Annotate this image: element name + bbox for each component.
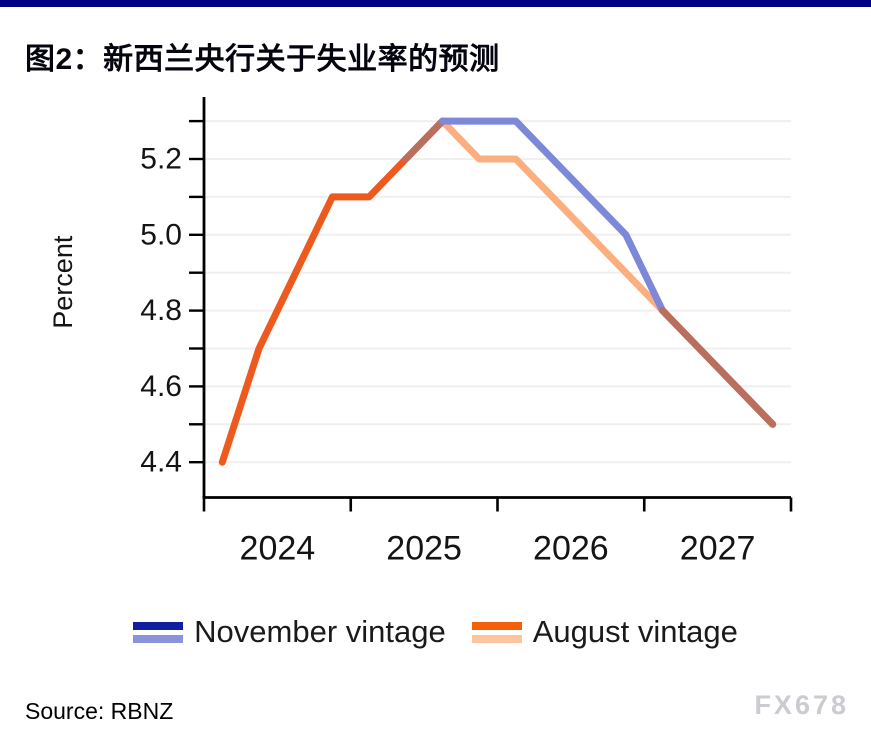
series-line-segment <box>439 117 667 315</box>
november-vintage-swatch <box>133 621 184 643</box>
source-note: Source: RBNZ <box>25 698 174 724</box>
series-line-segment <box>439 117 667 315</box>
y-tick-label: 4.8 <box>140 294 182 327</box>
page-title: 图2：新西兰央行关于失业率的预测 <box>25 43 500 77</box>
november-forecast-line-swatch <box>133 634 184 643</box>
top-accent-bar <box>0 0 871 7</box>
series-line-segment <box>218 155 410 466</box>
august-forecast-line-swatch <box>471 634 522 643</box>
y-tick-label: 4.6 <box>140 370 182 403</box>
chart-legend: November vintage August vintage <box>0 614 871 650</box>
y-tick-label: 5.0 <box>140 218 182 251</box>
series-november-vintage <box>402 117 777 428</box>
x-year-label: 2026 <box>533 530 609 568</box>
legend-item-november-vintage: November vintage <box>133 614 446 650</box>
series-line-segment <box>402 117 446 163</box>
november-history-line-swatch <box>133 621 184 630</box>
y-tick-label: 4.4 <box>140 446 182 479</box>
series-august-vintage <box>218 117 777 466</box>
x-year-label: 2027 <box>680 530 756 568</box>
fx678-watermark: FX678 <box>754 690 849 720</box>
august-vintage-swatch <box>471 621 522 643</box>
series-line-segment <box>659 307 777 428</box>
legend-item-august-vintage: August vintage <box>471 614 738 650</box>
y-axis-title: Percent <box>48 235 78 329</box>
gridlines <box>204 120 791 464</box>
x-year-label: 2025 <box>386 530 462 568</box>
august-history-line-swatch <box>471 621 522 630</box>
legend-label-november: November vintage <box>194 614 446 649</box>
y-tick-label: 5.2 <box>140 143 182 176</box>
x-year-label: 2024 <box>240 530 316 568</box>
axes: 4.4 4.6 4.8 5.0 5.2 2024 2025 2026 2027 Percent <box>48 97 793 568</box>
legend-label-august: August vintage <box>532 614 738 649</box>
